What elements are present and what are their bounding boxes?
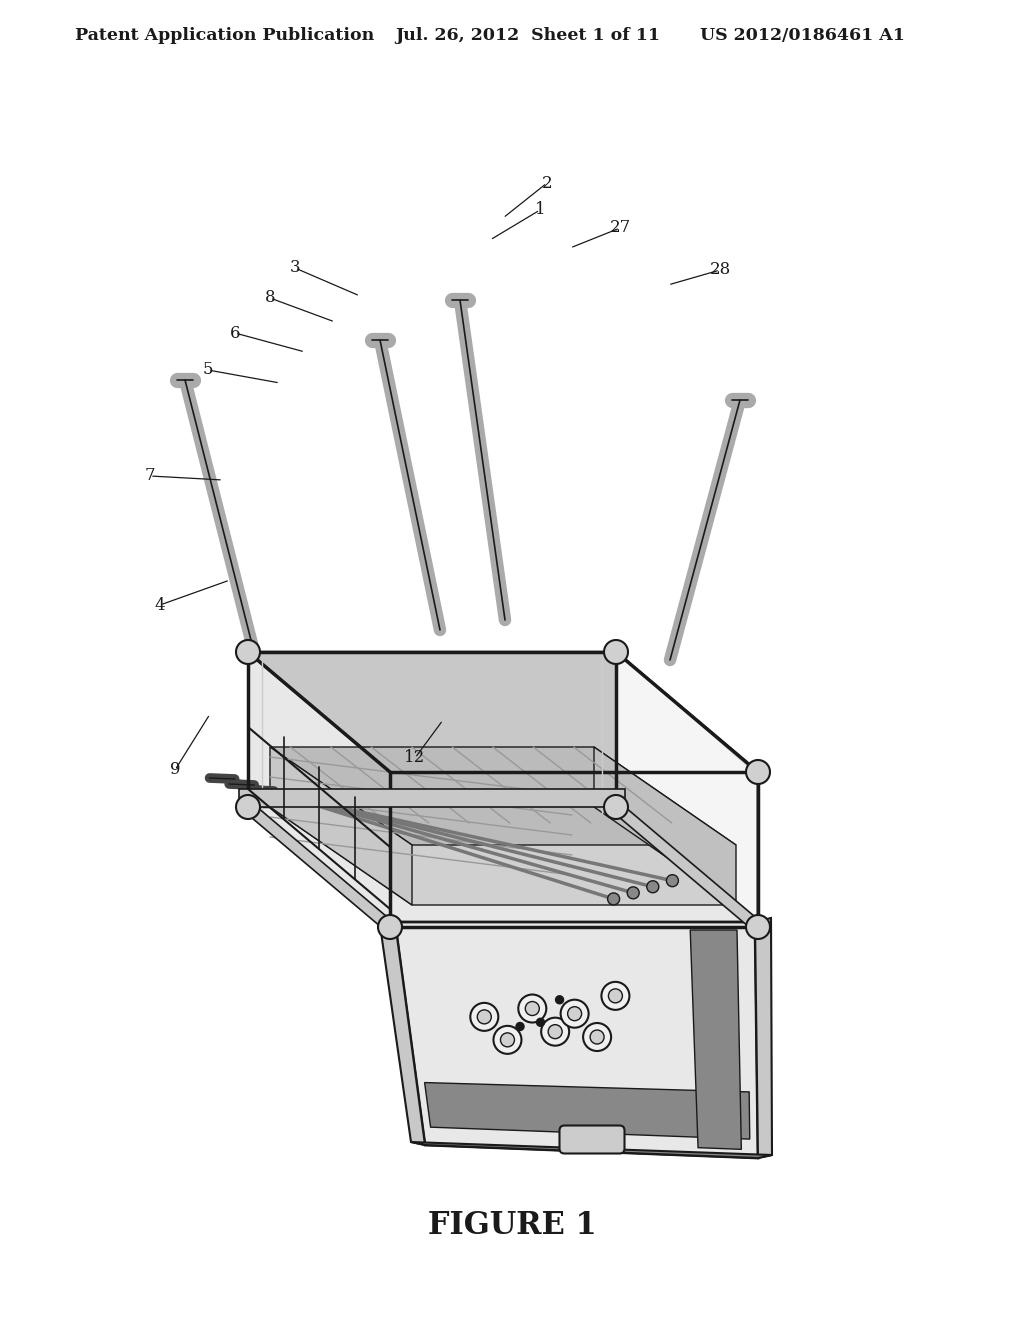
- Circle shape: [470, 1003, 499, 1031]
- Circle shape: [590, 1030, 604, 1044]
- Circle shape: [583, 1023, 611, 1051]
- Text: 2: 2: [542, 174, 552, 191]
- Text: 7: 7: [144, 467, 156, 484]
- Circle shape: [501, 1032, 514, 1047]
- Circle shape: [541, 1018, 569, 1045]
- Text: US 2012/0186461 A1: US 2012/0186461 A1: [700, 26, 905, 44]
- Circle shape: [746, 760, 770, 784]
- FancyBboxPatch shape: [559, 1126, 625, 1154]
- Text: FIGURE 1: FIGURE 1: [428, 1209, 596, 1241]
- Circle shape: [548, 1024, 562, 1039]
- Text: 9: 9: [170, 762, 180, 779]
- Circle shape: [607, 892, 620, 906]
- Circle shape: [601, 982, 630, 1010]
- Circle shape: [494, 1026, 521, 1053]
- Polygon shape: [618, 653, 756, 925]
- Polygon shape: [239, 789, 625, 807]
- Circle shape: [604, 640, 628, 664]
- Polygon shape: [239, 807, 399, 927]
- Polygon shape: [425, 1082, 750, 1139]
- Circle shape: [518, 994, 547, 1023]
- Text: Jul. 26, 2012  Sheet 1 of 11: Jul. 26, 2012 Sheet 1 of 11: [395, 26, 660, 44]
- Circle shape: [647, 880, 658, 892]
- Polygon shape: [411, 1142, 772, 1158]
- Text: 6: 6: [229, 325, 241, 342]
- Polygon shape: [607, 807, 767, 927]
- Polygon shape: [270, 747, 412, 906]
- Circle shape: [236, 795, 260, 818]
- Circle shape: [567, 1007, 582, 1020]
- Polygon shape: [379, 917, 425, 1144]
- Polygon shape: [755, 917, 772, 1158]
- Circle shape: [378, 915, 402, 939]
- Circle shape: [627, 887, 639, 899]
- Circle shape: [608, 989, 623, 1003]
- Polygon shape: [248, 652, 390, 807]
- Polygon shape: [248, 652, 758, 772]
- Text: 3: 3: [290, 260, 300, 276]
- Polygon shape: [594, 747, 736, 906]
- Circle shape: [236, 640, 260, 664]
- Text: Patent Application Publication: Patent Application Publication: [75, 26, 374, 44]
- Circle shape: [556, 995, 563, 1003]
- Circle shape: [667, 875, 678, 887]
- Polygon shape: [248, 807, 758, 927]
- Circle shape: [477, 1010, 492, 1024]
- Text: 27: 27: [609, 219, 631, 236]
- Circle shape: [516, 1023, 524, 1031]
- Text: 28: 28: [710, 261, 731, 279]
- Polygon shape: [270, 807, 736, 906]
- Polygon shape: [690, 931, 741, 1150]
- Text: 8: 8: [264, 289, 275, 306]
- Circle shape: [604, 795, 628, 818]
- Polygon shape: [395, 921, 758, 1158]
- Polygon shape: [270, 747, 736, 845]
- Circle shape: [525, 1002, 540, 1015]
- Polygon shape: [248, 652, 616, 807]
- Text: 12: 12: [404, 750, 426, 767]
- Text: 5: 5: [203, 362, 213, 379]
- Circle shape: [746, 915, 770, 939]
- Polygon shape: [616, 652, 758, 927]
- Circle shape: [537, 1018, 545, 1026]
- Text: 4: 4: [155, 597, 165, 614]
- Text: 1: 1: [535, 202, 546, 219]
- Circle shape: [560, 999, 589, 1028]
